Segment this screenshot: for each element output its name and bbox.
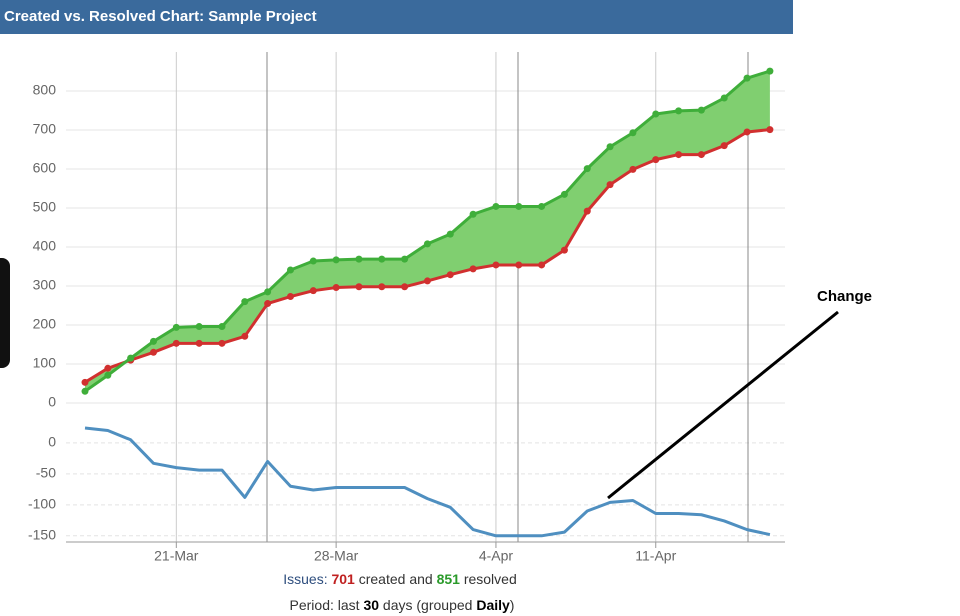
footer-text: Issues: (283, 571, 331, 587)
point (720, 142, 728, 150)
point (355, 255, 363, 263)
point (538, 202, 546, 210)
point (149, 337, 157, 345)
point (378, 255, 386, 263)
footer-issues: Issues: 701 created and 851 resolved (283, 571, 517, 587)
point (583, 207, 591, 215)
x-tick-label: 28-Mar (314, 548, 359, 564)
fill-between (85, 71, 770, 392)
point (515, 261, 523, 269)
y-tick-label: -100 (28, 496, 56, 512)
point (104, 371, 112, 379)
point (743, 74, 751, 82)
point (81, 387, 89, 395)
point (423, 277, 431, 285)
y-tick-label: 400 (33, 238, 57, 254)
point (446, 230, 454, 238)
point (195, 323, 203, 331)
point (195, 339, 203, 347)
point (355, 283, 363, 291)
point (401, 255, 409, 263)
point (332, 284, 340, 292)
footer-text: Period: last (290, 597, 364, 613)
y-tick-label: -50 (36, 465, 56, 481)
point (264, 300, 272, 308)
point (629, 129, 637, 137)
series-line (84, 426, 771, 538)
footer-text: days (grouped (379, 597, 476, 613)
point (766, 126, 774, 134)
point (149, 348, 157, 356)
side-shape (0, 258, 10, 368)
y-tick-label: 100 (33, 355, 57, 371)
point (606, 181, 614, 189)
footer-created: 701 (331, 571, 355, 587)
x-tick-label: 4-Apr (479, 548, 514, 564)
point (492, 202, 500, 210)
point (172, 323, 180, 331)
point (720, 94, 728, 102)
footer-text: created and (355, 571, 437, 587)
y-tick-label: 500 (33, 199, 57, 215)
point (401, 283, 409, 291)
point (309, 287, 317, 295)
point (218, 323, 226, 331)
x-tick-label: 11-Apr (635, 548, 676, 564)
point (378, 283, 386, 291)
y-tick-label: 300 (33, 277, 57, 293)
point (560, 190, 568, 198)
point (218, 339, 226, 347)
point (423, 240, 431, 248)
point (81, 378, 89, 386)
point (606, 143, 614, 151)
x-tick-label: 21-Mar (154, 548, 199, 564)
footer-resolved: 851 (437, 571, 461, 587)
footer-days: 30 (363, 597, 379, 613)
point (743, 128, 751, 136)
point (697, 151, 705, 159)
y-tick-label: 800 (33, 82, 57, 98)
header-bar (0, 0, 793, 34)
point (492, 261, 500, 269)
point (652, 110, 660, 118)
point (332, 256, 340, 264)
y-tick-label: 200 (33, 316, 57, 332)
point (241, 298, 249, 306)
point (172, 339, 180, 347)
footer-text: resolved (460, 571, 517, 587)
point (446, 271, 454, 279)
annotation: Change (817, 288, 872, 305)
point (675, 151, 683, 159)
y-tick-label: 0 (48, 394, 56, 410)
point (241, 332, 249, 340)
y-tick-label: 0 (48, 434, 56, 450)
point (675, 107, 683, 115)
y-tick-label: -150 (28, 527, 56, 543)
point (629, 165, 637, 173)
y-tick-label: 700 (33, 121, 57, 137)
point (286, 293, 294, 301)
footer-period: Period: last 30 days (grouped Daily) (290, 597, 515, 613)
point (286, 266, 294, 274)
point (652, 156, 660, 164)
footer-text: ) (510, 597, 515, 613)
point (104, 364, 112, 372)
point (469, 210, 477, 218)
y-tick-label: 600 (33, 160, 57, 176)
point (309, 257, 317, 265)
point (515, 202, 523, 210)
point (538, 261, 546, 269)
point (127, 354, 135, 362)
annotation-line (607, 310, 839, 500)
point (766, 67, 774, 75)
point (583, 165, 591, 173)
header-title: Created vs. Resolved Chart: Sample Proje… (4, 8, 317, 25)
point (560, 246, 568, 254)
point (264, 288, 272, 296)
point (469, 265, 477, 273)
footer-daily: Daily (476, 597, 510, 613)
point (697, 106, 705, 114)
